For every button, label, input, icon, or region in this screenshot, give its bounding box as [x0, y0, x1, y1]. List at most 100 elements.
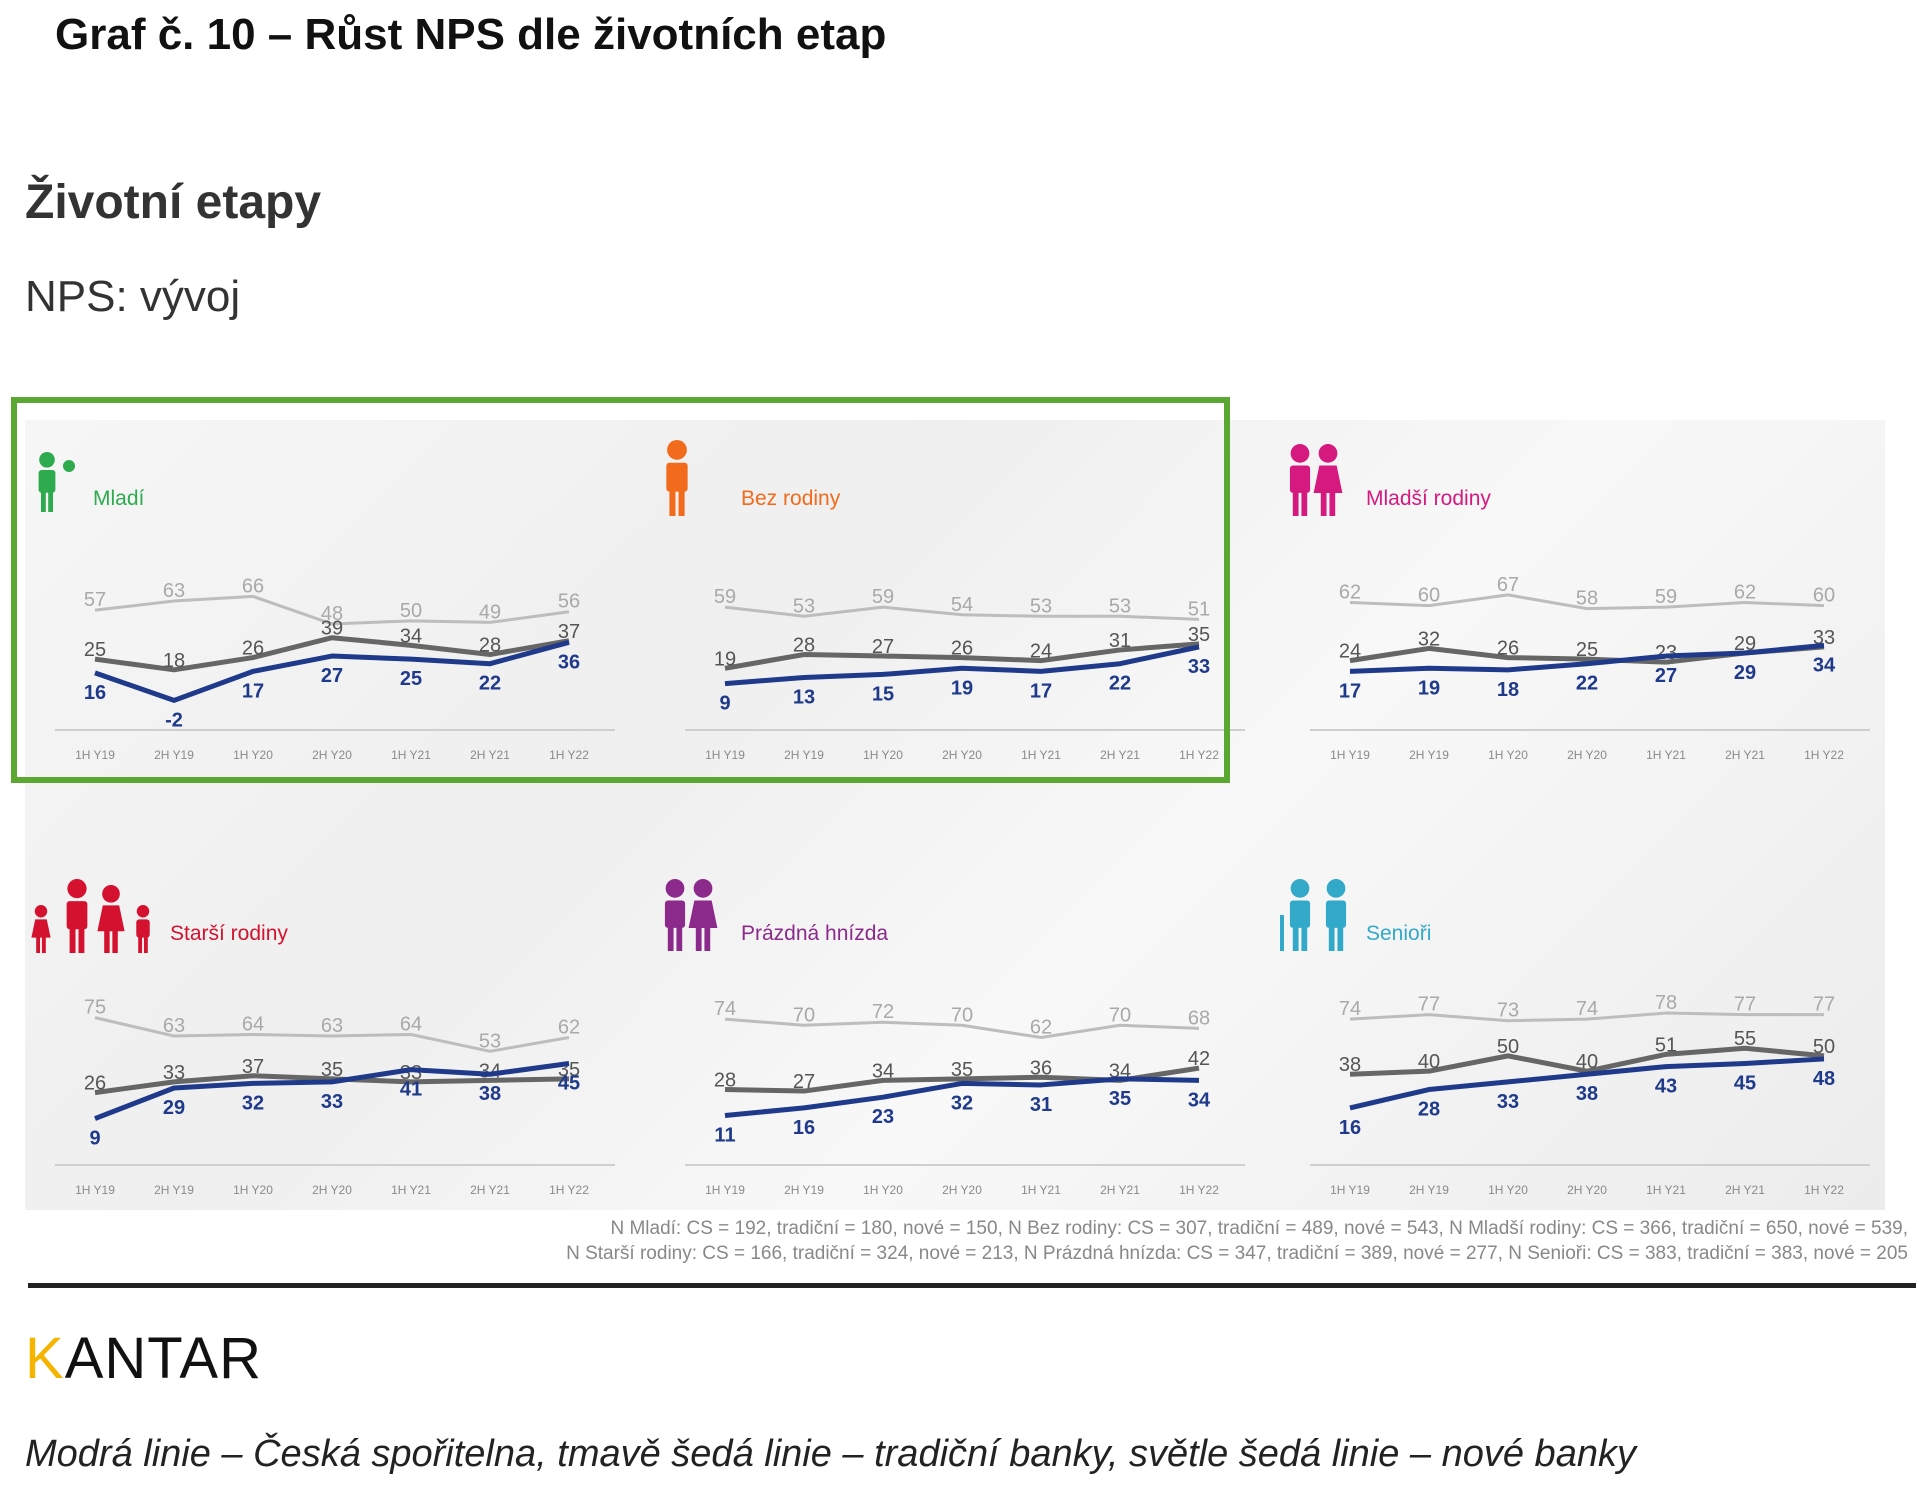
data-label: 54 — [951, 594, 973, 616]
data-label: 66 — [242, 575, 264, 597]
x-tick-label: 1H Y19 — [705, 1183, 745, 1197]
data-label: 56 — [558, 591, 580, 613]
data-label: 27 — [1655, 665, 1677, 687]
data-label: 22 — [479, 673, 501, 695]
data-label: 59 — [872, 586, 894, 608]
line-chart: 1H Y19 2H Y19 1H Y20 2H Y20 1H Y21 2H Y21 1H Y… — [1289, 444, 1870, 762]
x-tick-label: 2H Y20 — [312, 1183, 352, 1197]
x-tick-label: 1H Y19 — [1330, 1183, 1370, 1197]
data-label: 51 — [1188, 598, 1210, 620]
data-label: 9 — [719, 693, 730, 715]
x-tick-label: 1H Y22 — [1179, 748, 1219, 762]
line-chart: 1H Y19 2H Y19 1H Y20 2H Y20 1H Y21 2H Y21 1H Y… — [31, 879, 615, 1197]
data-label: 35 — [321, 1059, 343, 1081]
data-label: 77 — [1418, 994, 1440, 1016]
data-label: 74 — [1339, 998, 1361, 1020]
data-label: 33 — [1497, 1091, 1519, 1113]
x-tick-label: 2H Y21 — [1725, 748, 1765, 762]
data-label: 27 — [872, 636, 894, 658]
data-label: 60 — [1813, 585, 1835, 607]
panel-label: Mladší rodiny — [1366, 487, 1491, 510]
data-label: 24 — [1030, 641, 1052, 663]
data-label: 24 — [1339, 641, 1361, 663]
sample-size-footnote: N Mladí: CS = 192, tradiční = 180, nové … — [566, 1216, 1908, 1266]
line-chart: 1H Y19 2H Y19 1H Y20 2H Y20 1H Y21 2H Y21 1H Y… — [664, 879, 1245, 1197]
data-label: 45 — [558, 1073, 580, 1095]
data-label: 38 — [1576, 1083, 1598, 1105]
data-label: 34 — [872, 1060, 894, 1082]
data-label: 17 — [1030, 680, 1052, 702]
data-label: 28 — [714, 1070, 736, 1092]
data-label: 28 — [479, 635, 501, 657]
data-label: 53 — [1030, 595, 1052, 617]
series-line — [724, 641, 1200, 671]
divider — [28, 1283, 1916, 1288]
data-label: 36 — [1030, 1057, 1052, 1079]
series-line — [724, 644, 1200, 687]
data-label: 19 — [1418, 677, 1440, 699]
data-label: 26 — [1497, 638, 1519, 660]
x-tick-label: 1H Y22 — [549, 1183, 589, 1197]
x-tick-label: 1H Y19 — [1330, 748, 1370, 762]
panel-label: Mladí — [93, 487, 145, 510]
series-line — [1349, 1011, 1824, 1023]
x-tick-label: 2H Y19 — [154, 1183, 194, 1197]
series-line — [1349, 1045, 1825, 1077]
data-label: -2 — [165, 709, 183, 731]
data-label: 74 — [714, 998, 736, 1020]
x-tick-label: 2H Y19 — [154, 748, 194, 762]
data-label: 77 — [1734, 994, 1756, 1016]
x-tick-label: 1H Y20 — [863, 748, 903, 762]
series-line — [94, 1073, 570, 1096]
data-label: 48 — [321, 603, 343, 625]
x-tick-label: 1H Y20 — [1488, 748, 1528, 762]
data-label: 62 — [558, 1017, 580, 1039]
data-label: 35 — [1188, 624, 1210, 646]
x-tick-label: 2H Y20 — [942, 1183, 982, 1197]
panel-starsi-rodiny: 1H Y19 2H Y19 1H Y20 2H Y20 1H Y21 2H Y21 1H Y… — [25, 865, 635, 1225]
series-line — [1349, 1056, 1825, 1111]
series-line — [724, 1017, 1200, 1040]
data-label: 26 — [84, 1073, 106, 1095]
panel-label: Starší rodiny — [170, 922, 288, 945]
x-tick-label: 1H Y21 — [391, 748, 431, 762]
data-label: 19 — [714, 648, 736, 670]
data-label: 53 — [793, 595, 815, 617]
series-line — [1349, 642, 1825, 674]
data-label: 13 — [793, 686, 815, 708]
data-label: 40 — [1418, 1051, 1440, 1073]
data-label: 40 — [1576, 1051, 1598, 1073]
data-label: 9 — [89, 1128, 100, 1150]
x-tick-label: 1H Y21 — [1021, 748, 1061, 762]
data-label: 25 — [1576, 639, 1598, 661]
data-label: 31 — [1109, 630, 1131, 652]
x-tick-label: 2H Y21 — [1725, 1183, 1765, 1197]
data-label: 22 — [1576, 673, 1598, 695]
data-label: 11 — [714, 1125, 735, 1147]
data-label: 75 — [84, 997, 106, 1019]
data-label: 55 — [1734, 1028, 1756, 1050]
series-line — [94, 635, 570, 673]
young-family-icon — [1289, 444, 1343, 516]
data-label: 59 — [1655, 586, 1677, 608]
figure-title: Graf č. 10 – Růst NPS dle životních etap — [55, 10, 887, 59]
x-tick-label: 1H Y19 — [75, 1183, 115, 1197]
data-label: 16 — [1339, 1117, 1361, 1139]
x-tick-label: 2H Y20 — [942, 748, 982, 762]
data-label: 32 — [1418, 628, 1440, 650]
data-label: 57 — [84, 589, 106, 611]
data-label: 34 — [1813, 654, 1836, 676]
data-label: 18 — [163, 650, 185, 672]
older-family-icon — [31, 879, 150, 953]
x-tick-label: 1H Y22 — [1179, 1183, 1219, 1197]
panel-mladsi-rodiny: 1H Y19 2H Y19 1H Y20 2H Y20 1H Y21 2H Y21 1H Y… — [1280, 430, 1890, 790]
data-label: 48 — [1813, 1068, 1835, 1090]
data-label: 33 — [163, 1062, 185, 1084]
data-label: 64 — [400, 1013, 422, 1035]
data-label: 35 — [951, 1059, 973, 1081]
data-label: 32 — [242, 1092, 264, 1114]
data-label: 70 — [951, 1004, 973, 1026]
data-label: 34 — [479, 1060, 501, 1082]
data-label: 58 — [1576, 588, 1598, 610]
x-tick-label: 2H Y20 — [1567, 1183, 1607, 1197]
